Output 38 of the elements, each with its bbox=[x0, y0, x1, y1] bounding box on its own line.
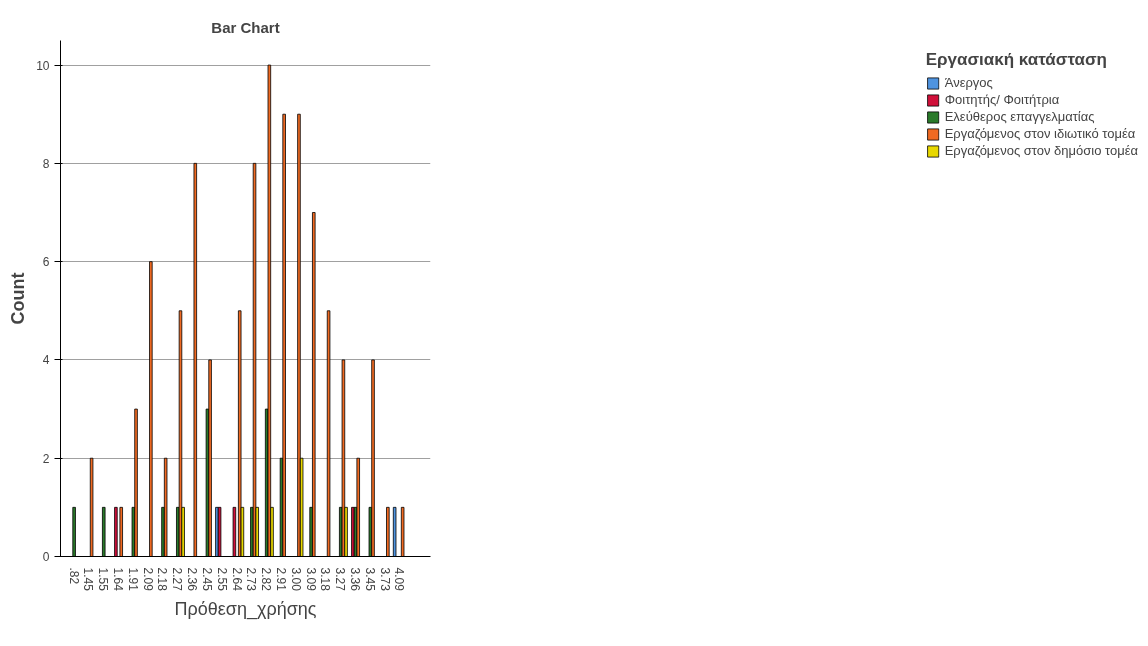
x-tick-label: 3.73 bbox=[377, 567, 392, 592]
x-tick-label: 2.82 bbox=[259, 567, 274, 592]
x-tick-label: 2.09 bbox=[140, 567, 155, 592]
x-tick-label: 3.18 bbox=[318, 567, 333, 592]
x-tick-label: 1.45 bbox=[81, 567, 96, 592]
x-tick-label: 3.09 bbox=[303, 567, 318, 592]
legend-label: Άνεργος bbox=[944, 75, 993, 90]
x-tick-label: 2.36 bbox=[185, 567, 200, 592]
x-tick-label: .82 bbox=[66, 567, 81, 585]
legend-label: Φοιτητής/ Φοιτήτρια bbox=[944, 92, 1060, 107]
y-tick-label: 2 bbox=[42, 451, 50, 466]
x-tick-label: 1.91 bbox=[125, 567, 140, 592]
y-tick-label: 8 bbox=[42, 156, 50, 171]
legend-label: Εργαζόμενος στον δημόσιο τομέα bbox=[944, 143, 1138, 158]
y-tick-label: 4 bbox=[42, 353, 50, 368]
x-tick-label: 3.45 bbox=[362, 567, 377, 592]
legend-label: Εργαζόμενος στον ιδιωτικό τομέα bbox=[944, 126, 1136, 141]
x-axis-title: Πρόθεση_χρήσης bbox=[174, 598, 317, 620]
x-tick-label: 2.27 bbox=[170, 567, 185, 592]
legend-label: Ελεύθερος επαγγελματίας bbox=[944, 109, 1095, 124]
x-tick-label: 3.36 bbox=[348, 567, 363, 592]
y-tick-label: 10 bbox=[36, 58, 50, 73]
y-axis-title: Count bbox=[8, 272, 29, 325]
x-tick-label: 2.55 bbox=[214, 567, 229, 592]
legend-title: Εργασιακή κατάσταση bbox=[925, 50, 1108, 70]
chart-title: Bar Chart bbox=[211, 18, 280, 36]
x-tick-label: 1.55 bbox=[96, 567, 111, 592]
x-tick-label: 2.73 bbox=[244, 567, 259, 592]
x-tick-label: 3.27 bbox=[333, 567, 348, 592]
y-tick-label: 0 bbox=[42, 550, 50, 564]
x-tick-label: 2.45 bbox=[199, 567, 214, 592]
x-tick-label: 1.64 bbox=[111, 567, 126, 592]
y-tick-label: 6 bbox=[42, 255, 50, 270]
x-tick-label: 3.00 bbox=[288, 567, 303, 592]
x-tick-label: 2.18 bbox=[155, 567, 170, 592]
x-tick-label: 2.64 bbox=[229, 567, 244, 592]
x-tick-label: 2.91 bbox=[273, 567, 288, 592]
x-tick-label: 4.09 bbox=[392, 567, 407, 592]
